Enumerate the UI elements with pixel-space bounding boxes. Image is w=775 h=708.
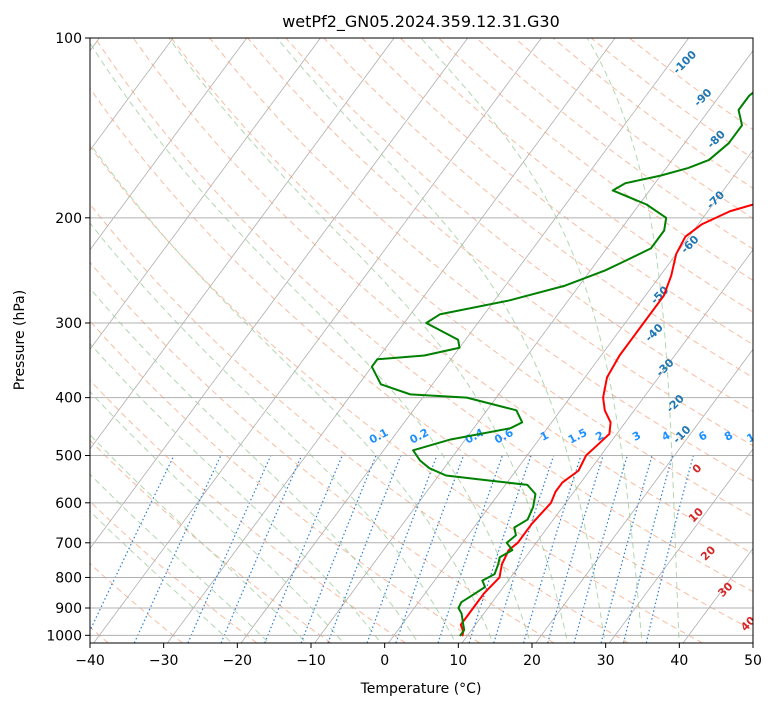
background-lines xyxy=(90,38,753,643)
isotherm-line xyxy=(90,38,469,550)
x-tick-label: −10 xyxy=(296,653,326,669)
x-tick-label: 30 xyxy=(597,653,615,669)
moist-adiabat-line xyxy=(90,510,233,643)
isotherm-line xyxy=(93,38,542,643)
moist-adiabat-line xyxy=(90,42,531,643)
isotherm-line xyxy=(90,38,174,151)
isotherm-line xyxy=(609,448,753,643)
moist-adiabat-line xyxy=(276,38,606,643)
moist-adiabat-line xyxy=(90,142,494,643)
mixing-ratio-label: 10 xyxy=(745,427,765,446)
mixing-ratio-line xyxy=(264,455,343,643)
y-tick-label: 300 xyxy=(55,316,82,332)
mixing-ratio-line xyxy=(573,455,628,643)
x-tick-label: 50 xyxy=(744,653,762,669)
mixing-ratio-line xyxy=(437,455,503,643)
isotherm-line xyxy=(388,149,753,643)
profile-series xyxy=(370,91,753,637)
mixing-ratio-line xyxy=(133,455,222,643)
isotherm-line xyxy=(240,38,690,643)
x-tick-label: −30 xyxy=(149,653,179,669)
dry-adiabat-line xyxy=(361,38,753,346)
isotherm-line xyxy=(461,249,753,643)
moist-adiabat-line xyxy=(90,473,270,643)
mixing-ratio-line xyxy=(90,455,175,633)
mixing-ratio-line xyxy=(468,455,532,643)
y-axis: 100 200 300 400 500 600 700 800 900 1000 xyxy=(46,31,90,644)
temperature-profile-line xyxy=(459,203,753,637)
y-tick-label: 900 xyxy=(55,601,82,617)
y-axis-label: Pressure (hPa) xyxy=(12,290,28,390)
y-tick-label: 500 xyxy=(55,449,82,465)
isotherm-line xyxy=(90,38,321,351)
moist-adiabat-line xyxy=(586,38,680,643)
isotherm-line xyxy=(90,38,395,450)
moist-adiabat-line xyxy=(90,287,419,643)
x-tick-label: 40 xyxy=(670,653,688,669)
plot-frame xyxy=(89,37,754,644)
y-tick-label: 200 xyxy=(55,211,82,227)
moist-adiabat-line xyxy=(420,38,643,643)
dry-adiabat-line xyxy=(247,38,753,447)
y-tick-label: 400 xyxy=(55,391,82,407)
y-tick-label: 800 xyxy=(55,570,82,586)
x-axis-label: Temperature (°C) xyxy=(360,681,482,697)
dry-adiabat-line xyxy=(285,38,753,412)
mixing-ratio-line xyxy=(300,455,377,643)
y-tick-label: 100 xyxy=(55,31,82,47)
mixing-ratio-line xyxy=(366,455,438,643)
isotherm-line xyxy=(167,38,616,643)
dry-adiabat-line xyxy=(90,203,629,643)
x-tick-label: −20 xyxy=(223,653,253,669)
mixing-ratio-line xyxy=(220,455,303,643)
x-tick-label: 20 xyxy=(523,653,541,669)
x-axis: −40 −30 −20 −10 0 10 20 30 40 50 xyxy=(75,643,762,669)
moist-adiabat-line xyxy=(90,222,457,643)
mixing-ratio-line xyxy=(187,455,272,643)
y-tick-label: 1000 xyxy=(46,628,82,644)
moist-adiabat-line xyxy=(168,38,569,643)
isotherm-line xyxy=(314,50,753,643)
mixing-ratio-line xyxy=(327,455,402,643)
mixing-ratio-line xyxy=(547,455,604,643)
chart-title: wetPf2_GN05.2024.359.12.31.G30 xyxy=(282,12,560,32)
x-tick-label: 10 xyxy=(449,653,467,669)
isotherm-line xyxy=(90,38,248,251)
dewpoint-profile-line xyxy=(370,91,753,637)
moist-adiabat-line xyxy=(90,391,345,643)
mixing-ratio-line xyxy=(395,455,465,643)
x-tick-label: −40 xyxy=(75,653,105,669)
y-tick-label: 600 xyxy=(55,496,82,512)
x-tick-label: 0 xyxy=(380,653,389,669)
mixing-ratio-line xyxy=(493,455,555,643)
dry-adiabat-line xyxy=(323,38,753,379)
y-tick-label: 700 xyxy=(55,536,82,552)
isotherm-line xyxy=(535,348,753,643)
mixing-ratio-line xyxy=(522,455,582,643)
dry-adiabat-line xyxy=(90,439,332,643)
moist-adiabat-line xyxy=(90,342,382,643)
